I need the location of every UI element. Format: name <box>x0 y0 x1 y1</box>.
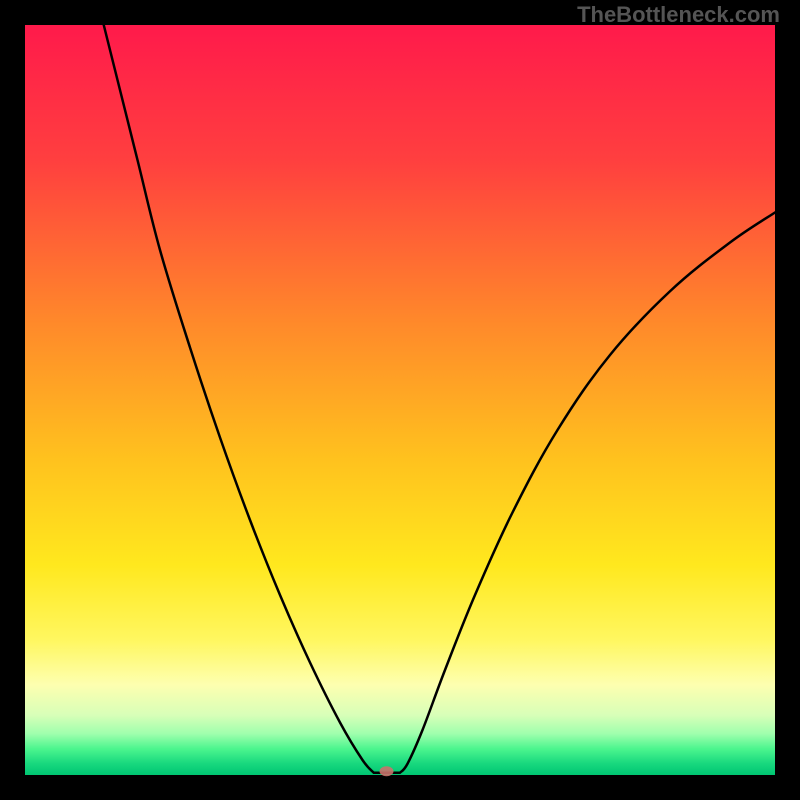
bottleneck-chart-svg <box>0 0 800 800</box>
plot-background <box>25 25 775 775</box>
chart-frame: TheBottleneck.com <box>0 0 800 800</box>
watermark-text: TheBottleneck.com <box>577 2 780 28</box>
optimum-marker <box>380 766 394 776</box>
